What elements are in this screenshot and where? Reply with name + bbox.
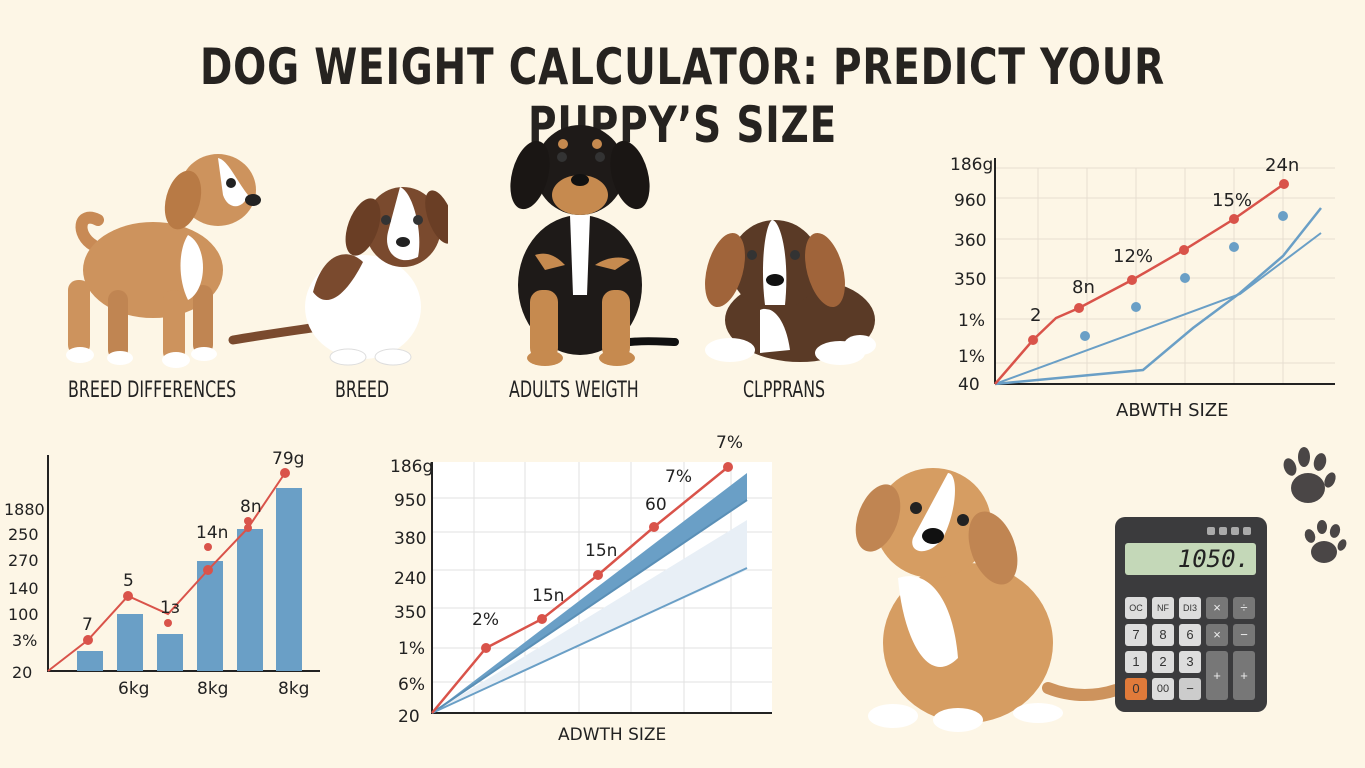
- svg-text:2: 2: [1030, 305, 1041, 326]
- svg-text:8n: 8n: [1072, 277, 1095, 298]
- calc-key-3[interactable]: 3: [1179, 651, 1201, 673]
- calc-key-minus-2[interactable]: −: [1179, 678, 1201, 700]
- svg-text:250: 250: [8, 525, 39, 544]
- svg-text:7%: 7%: [716, 433, 743, 453]
- svg-text:8kg: 8kg: [197, 679, 228, 699]
- svg-text:3%: 3%: [12, 631, 37, 650]
- svg-text:350: 350: [954, 270, 986, 290]
- growth-area-chart: 186g 950 380 240 350 1% 6% 20 2% 15n 15n…: [390, 433, 772, 745]
- calculator-indicator-lights: [1207, 527, 1251, 535]
- svg-text:7%: 7%: [665, 467, 692, 487]
- page-title: DOG WEIGHT CALCULATOR: PREDICT YOUR PUPP…: [200, 38, 1165, 154]
- caption-breed-differences: BREED DIFFERENCES: [68, 378, 237, 403]
- svg-text:270: 270: [8, 551, 39, 570]
- svg-text:20: 20: [12, 663, 32, 682]
- growth-line-chart-top: 186g 960 360 350 1% 1% 40 2 8n 12% 15% 2…: [950, 155, 1335, 421]
- svg-text:20: 20: [398, 707, 420, 727]
- svg-text:ABWTH SIZE: ABWTH SIZE: [1116, 400, 1229, 421]
- svg-text:ADWTH SIZE: ADWTH SIZE: [558, 725, 666, 745]
- paw-print-icon: [1283, 447, 1336, 503]
- svg-text:950: 950: [394, 491, 426, 511]
- svg-text:140: 140: [8, 579, 39, 598]
- svg-text:15n: 15n: [585, 541, 617, 561]
- calc-key-oc[interactable]: OC: [1125, 597, 1147, 619]
- calc-key-6[interactable]: 6: [1179, 624, 1201, 646]
- svg-text:14n: 14n: [196, 523, 228, 543]
- svg-text:15%: 15%: [1212, 190, 1252, 211]
- svg-text:60: 60: [645, 495, 667, 515]
- svg-text:8kg: 8kg: [278, 679, 309, 699]
- paw-print-icon: [1304, 520, 1347, 563]
- svg-text:15n: 15n: [532, 586, 564, 606]
- calc-key-8[interactable]: 8: [1152, 624, 1174, 646]
- calc-key-7[interactable]: 7: [1125, 624, 1147, 646]
- svg-text:12%: 12%: [1113, 246, 1153, 267]
- puppy-standing-illustration: [66, 154, 261, 368]
- svg-text:1880: 1880: [4, 500, 45, 519]
- calc-key-plus-2[interactable]: +: [1233, 651, 1255, 700]
- calculator-display: 1050.: [1125, 543, 1256, 575]
- puppy-tan-sitting-illustration: [855, 468, 1118, 732]
- calc-key-divide[interactable]: ÷: [1233, 597, 1255, 619]
- svg-text:1%: 1%: [958, 311, 985, 331]
- svg-text:186g: 186g: [950, 155, 993, 175]
- svg-text:79g: 79g: [272, 449, 304, 469]
- svg-text:350: 350: [394, 603, 426, 623]
- svg-text:8n: 8n: [240, 497, 262, 517]
- svg-text:6kg: 6kg: [118, 679, 149, 699]
- svg-text:24n: 24n: [1265, 155, 1299, 176]
- svg-text:7: 7: [82, 615, 93, 635]
- svg-text:2%: 2%: [472, 610, 499, 630]
- calc-key-0[interactable]: 0: [1125, 678, 1147, 700]
- svg-text:240: 240: [394, 569, 426, 589]
- svg-text:5: 5: [123, 571, 134, 591]
- svg-text:186g: 186g: [390, 457, 433, 477]
- caption-breed: BREED: [335, 378, 390, 403]
- caption-clpprans: CLPPRANS: [743, 378, 826, 403]
- svg-text:360: 360: [954, 231, 986, 251]
- svg-text:1%: 1%: [958, 347, 985, 367]
- svg-text:100: 100: [8, 605, 39, 624]
- svg-text:1%: 1%: [398, 639, 425, 659]
- svg-text:40: 40: [958, 375, 980, 395]
- calc-key-di3[interactable]: DI3: [1179, 597, 1201, 619]
- calc-key-00[interactable]: 00: [1152, 678, 1174, 700]
- svg-text:1з: 1з: [160, 598, 180, 618]
- puppy-lying-illustration: [705, 220, 876, 365]
- weight-bar-chart: 1880 250 270 140 100 3% 20 7 5 1з 14n 8n…: [4, 449, 320, 699]
- caption-adults-weight: ADULTS WEIGTH: [509, 378, 639, 403]
- puppy-black-tan-illustration: [510, 125, 679, 366]
- calc-key-minus[interactable]: −: [1233, 624, 1255, 646]
- calc-key-multiply[interactable]: ×: [1206, 597, 1228, 619]
- svg-text:6%: 6%: [398, 675, 425, 695]
- calc-key-plus[interactable]: +: [1206, 651, 1228, 700]
- svg-text:960: 960: [954, 191, 986, 211]
- calc-key-nf[interactable]: NF: [1152, 597, 1174, 619]
- calculator: 1050. OC NF DI3 × ÷ 7 8 6 × − 1 2 3 + + …: [1115, 517, 1267, 712]
- calc-key-multiply-2[interactable]: ×: [1206, 624, 1228, 646]
- svg-text:380: 380: [394, 529, 426, 549]
- puppy-sitting-illustration: [228, 187, 448, 366]
- calc-key-2[interactable]: 2: [1152, 651, 1174, 673]
- calc-key-1[interactable]: 1: [1125, 651, 1147, 673]
